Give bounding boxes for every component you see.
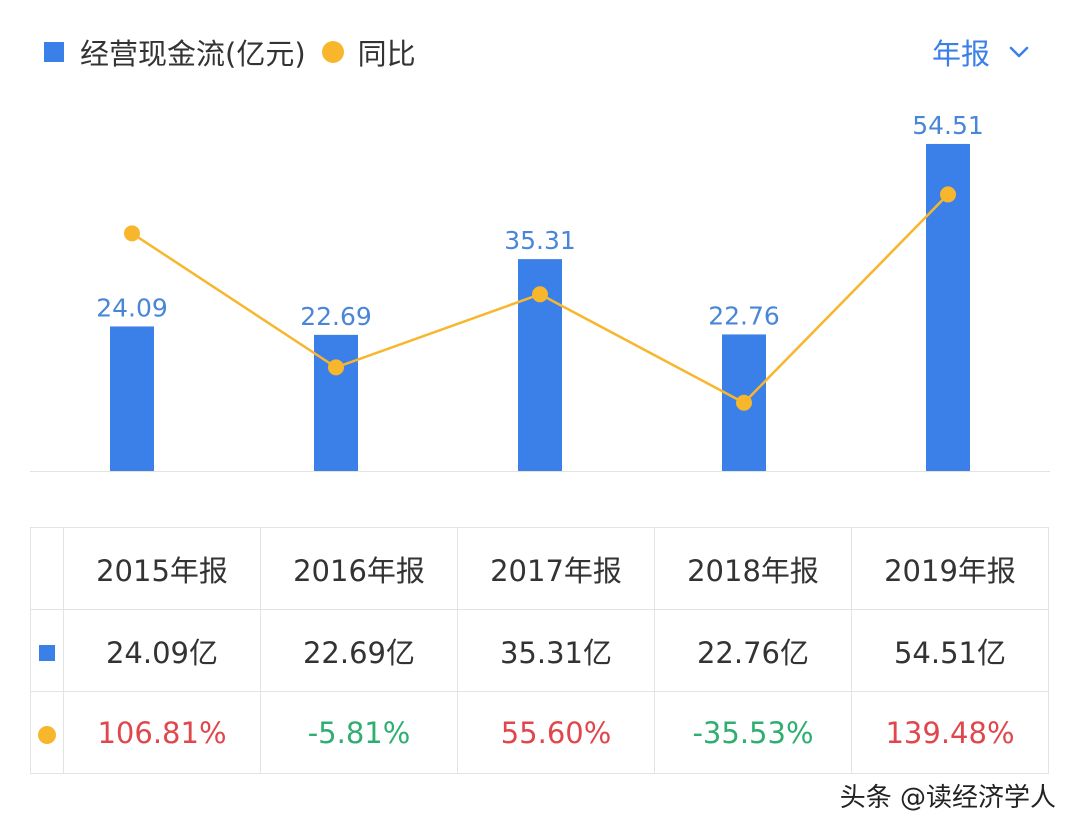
bar-value-label: 54.51 [912,111,984,140]
bar [314,334,358,471]
yoy-point [124,225,140,242]
table-cell: 139.48% [851,691,1049,774]
table-cell: 22.69亿 [260,609,458,692]
data-table: 2015年报 2016年报 2017年报 2018年报 2019年报 24.09… [30,527,1049,774]
bar-value-label: 35.31 [504,226,576,255]
line-series-marker [38,725,56,744]
table-header-cell: 2017年报 [457,527,655,610]
bar-series-marker [39,644,55,661]
table-cell: 22.76亿 [654,609,852,692]
chevron-down-icon [1009,46,1029,58]
table-cell: 24.09亿 [63,609,261,692]
table-corner-cell [30,527,64,610]
bar-value-label: 22.76 [708,301,780,330]
table-row-cashflow: 24.09亿 22.69亿 35.31亿 22.76亿 54.51亿 [30,609,1049,692]
watermark: 头条 @读经济学人 [839,783,1056,813]
table-header-cell: 2016年报 [260,527,458,610]
row-marker-cell [30,609,64,692]
period-selector[interactable]: 年报 [932,30,1032,74]
row-marker-cell [30,691,64,774]
table-cell: 54.51亿 [851,609,1049,692]
bar [110,326,154,471]
table-header-cell: 2015年报 [63,527,261,610]
line-series-marker [321,41,344,63]
cashflow-chart: 24.09 22.69 35.31 22.76 54.51 [30,111,1050,472]
table-cell: -35.53% [654,691,852,774]
yoy-point [940,186,956,203]
table-cell: -5.81% [260,691,458,774]
table-row-yoy: 106.81% -5.81% 55.60% -35.53% 139.48% [30,691,1049,774]
bar-series-marker [44,42,64,62]
bar-value-label: 24.09 [96,293,168,322]
period-selector-label: 年报 [931,37,990,71]
chart-legend: 经营现金流(亿元) 同比 [44,30,416,74]
legend-series2-label: 同比 [357,37,416,71]
table-cell: 35.31亿 [457,609,655,692]
yoy-point [532,286,548,303]
legend-series1-label: 经营现金流(亿元) [80,37,306,71]
table-header-cell: 2019年报 [851,527,1049,610]
table-cell: 106.81% [63,691,261,774]
table-cell: 55.60% [457,691,655,774]
yoy-point [328,359,344,376]
bar-value-label: 22.69 [300,302,372,331]
table-header-cell: 2018年报 [654,527,852,610]
table-header-row: 2015年报 2016年报 2017年报 2018年报 2019年报 [30,527,1049,610]
yoy-point [736,394,752,411]
